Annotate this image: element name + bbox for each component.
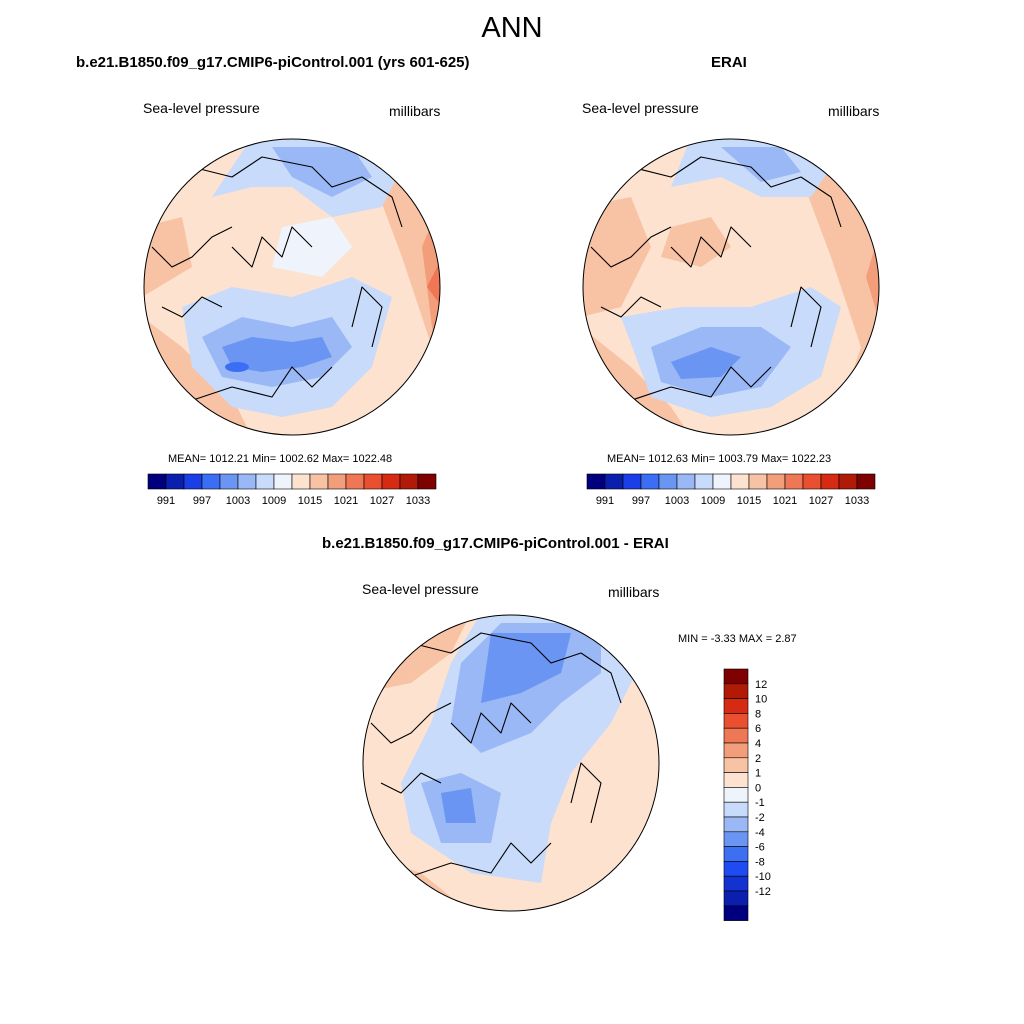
colorbar-tick-label: 997 [193, 495, 211, 507]
colorbar-tick-label: 1021 [773, 495, 797, 507]
colorbar-swatch [723, 846, 749, 862]
colorbar-tick-label: -6 [755, 842, 765, 854]
colorbar-swatch [676, 473, 696, 490]
colorbar-swatch [622, 473, 642, 490]
panel-2-colorbar: 991 997 1003 1009 1015 1021 1027 1033 [586, 473, 876, 507]
colorbar-swatch [723, 801, 749, 818]
colorbar-tick-label: 1003 [665, 495, 689, 507]
colorbar-swatch [219, 473, 239, 490]
colorbar-swatch [723, 831, 749, 847]
colorbar-swatch [723, 742, 749, 759]
colorbar-swatch [381, 473, 401, 490]
colorbar-swatch [237, 473, 257, 490]
colorbar-swatch [723, 861, 749, 877]
colorbar-swatch [723, 713, 749, 729]
colorbar-swatch [723, 816, 749, 833]
colorbar-swatch [723, 890, 749, 907]
colorbar-tick-label: 1015 [298, 495, 322, 507]
colorbar-swatch [345, 473, 365, 490]
colorbar-swatch [723, 905, 749, 921]
colorbar-tick-label: -10 [755, 871, 771, 883]
colorbar-tick-label: 1 [755, 768, 761, 780]
colorbar-swatch [399, 473, 419, 490]
colorbar-swatch [586, 473, 606, 490]
colorbar-swatch [766, 473, 786, 490]
panel-1-polar-map [143, 138, 441, 436]
colorbar-swatch [147, 473, 167, 490]
colorbar-tick-label: 1033 [406, 495, 430, 507]
colorbar-tick-label: 1003 [226, 495, 250, 507]
colorbar-swatch [723, 787, 749, 803]
colorbar-swatch [417, 473, 437, 490]
panel-3-variable-label: Sea-level pressure [362, 581, 479, 597]
panel-2-stats: MEAN= 1012.63 Min= 1003.79 Max= 1022.23 [607, 453, 832, 465]
colorbar-tick-label: 4 [755, 738, 761, 750]
colorbar-swatch [723, 772, 749, 788]
colorbar-swatch [291, 473, 311, 490]
panel-3-stats: MIN = -3.33 MAX = 2.87 [678, 633, 797, 645]
colorbar-tick-label: 1027 [370, 495, 394, 507]
colorbar-swatch [784, 473, 804, 490]
colorbar-tick-label: -12 [755, 886, 771, 898]
figure-title: ANN [481, 12, 543, 44]
colorbar-tick-label: -4 [755, 827, 765, 839]
colorbar-swatch [327, 473, 347, 490]
colorbar-swatch [802, 473, 822, 490]
colorbar-swatch [723, 698, 749, 714]
colorbar-swatch [730, 473, 750, 490]
colorbar-tick-label: 991 [596, 495, 614, 507]
colorbar-tick-label: 6 [755, 723, 761, 735]
colorbar-tick-label: -2 [755, 812, 765, 824]
colorbar-tick-label: 0 [755, 782, 761, 794]
panel-3-polar-map [362, 614, 660, 912]
colorbar-tick-label: 1009 [262, 495, 286, 507]
colorbar-tick-label: 1027 [809, 495, 833, 507]
colorbar-swatch [309, 473, 329, 490]
colorbar-swatch [165, 473, 185, 490]
colorbar-tick-label: 991 [157, 495, 175, 507]
colorbar-swatch [658, 473, 678, 490]
colorbar-swatch [723, 668, 749, 685]
colorbar-tick-label: 997 [632, 495, 650, 507]
colorbar-swatch [712, 473, 732, 490]
colorbar-swatch [694, 473, 714, 490]
colorbar-tick-label: 8 [755, 708, 761, 720]
colorbar-swatch [820, 473, 840, 490]
panel-2-units-label: millibars [828, 103, 880, 119]
panel-1-title: b.e21.B1850.f09_g17.CMIP6-piControl.001 … [76, 54, 470, 71]
colorbar-tick-label: -1 [755, 797, 765, 809]
colorbar-swatch [363, 473, 383, 490]
colorbar-swatch [838, 473, 858, 490]
colorbar-swatch [640, 473, 660, 490]
panel-1-colorbar: 991 997 1003 1009 1015 1021 1027 1033 [147, 473, 437, 507]
colorbar-tick-label: -8 [755, 856, 765, 868]
colorbar-tick-label: 2 [755, 753, 761, 765]
panel-1-stats: MEAN= 1012.21 Min= 1002.62 Max= 1022.48 [168, 453, 393, 465]
panel-2-title: ERAI [711, 54, 747, 71]
colorbar-tick-label: 1033 [845, 495, 869, 507]
colorbar-swatch [856, 473, 876, 490]
colorbar-tick-label: 10 [755, 694, 767, 706]
panel-3-title: b.e21.B1850.f09_g17.CMIP6-piControl.001 … [322, 535, 669, 552]
colorbar-swatch [201, 473, 221, 490]
colorbar-swatch [273, 473, 293, 490]
colorbar-tick-label: 12 [755, 679, 767, 691]
panel-2-polar-map [582, 138, 880, 436]
colorbar-tick-label: 1015 [737, 495, 761, 507]
panel-2-variable-label: Sea-level pressure [582, 100, 699, 116]
colorbar-swatch [748, 473, 768, 490]
colorbar-tick-label: 1021 [334, 495, 358, 507]
colorbar-swatch [255, 473, 275, 490]
colorbar-swatch [723, 757, 749, 773]
panel-3-units-label: millibars [608, 584, 660, 600]
colorbar-swatch [723, 727, 749, 744]
colorbar-swatch [723, 875, 749, 892]
colorbar-swatch [723, 683, 749, 699]
colorbar-tick-label: 1009 [701, 495, 725, 507]
panel-1-variable-label: Sea-level pressure [143, 100, 260, 116]
panel-1-units-label: millibars [389, 103, 441, 119]
colorbar-swatch [183, 473, 203, 490]
colorbar-swatch [604, 473, 624, 490]
